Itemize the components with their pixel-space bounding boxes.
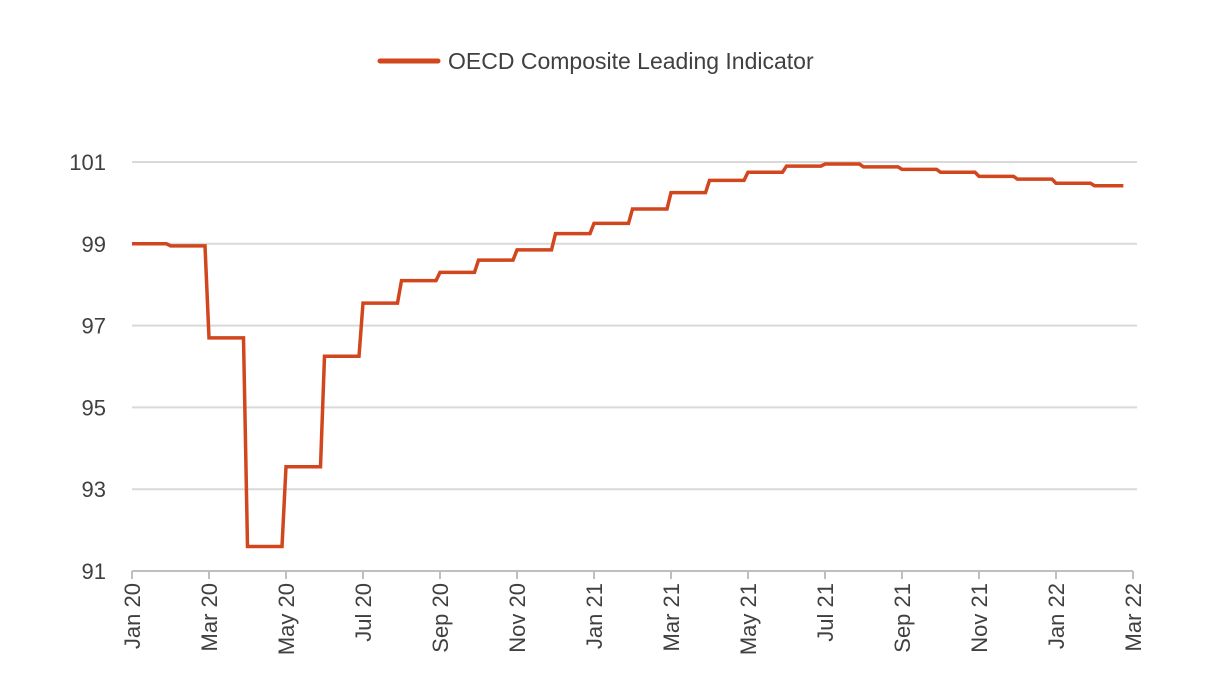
y-tick-label: 99 [82,232,106,257]
x-tick-label: Sep 20 [428,583,453,653]
x-tick-label: May 21 [736,583,761,655]
x-tick-label: Jul 21 [813,583,838,642]
x-tick-label: May 20 [274,583,299,655]
x-tick-label: Jan 20 [120,583,145,649]
x-tick-label: Jan 21 [582,583,607,649]
y-tick-label: 91 [82,559,106,584]
y-tick-label: 95 [82,395,106,420]
y-tick-label: 101 [69,150,106,175]
y-tick-label: 93 [82,477,106,502]
x-axis-ticks: Jan 20 Mar 20 May 20 Jul 20 Sep 20 Nov 20 Jan … [120,571,1146,655]
y-tick-label: 97 [82,314,106,339]
legend: OECD Composite Leading Indicator [377,48,814,74]
y-axis-ticks: 91 93 95 97 99 101 [69,150,106,584]
x-tick-label: Nov 21 [967,583,992,653]
x-tick-label: Mar 20 [197,583,222,651]
legend-label: OECD Composite Leading Indicator [448,48,814,74]
x-tick-label: Mar 21 [659,583,684,651]
x-tick-label: Sep 21 [890,583,915,653]
x-tick-label: Jul 20 [351,583,376,642]
x-tick-label: Nov 20 [505,583,530,653]
gridlines [132,161,1137,491]
series-line-oecd-cli [132,162,1124,549]
x-tick-label: Jan 22 [1044,583,1069,649]
x-tick-label: Mar 22 [1121,583,1146,651]
